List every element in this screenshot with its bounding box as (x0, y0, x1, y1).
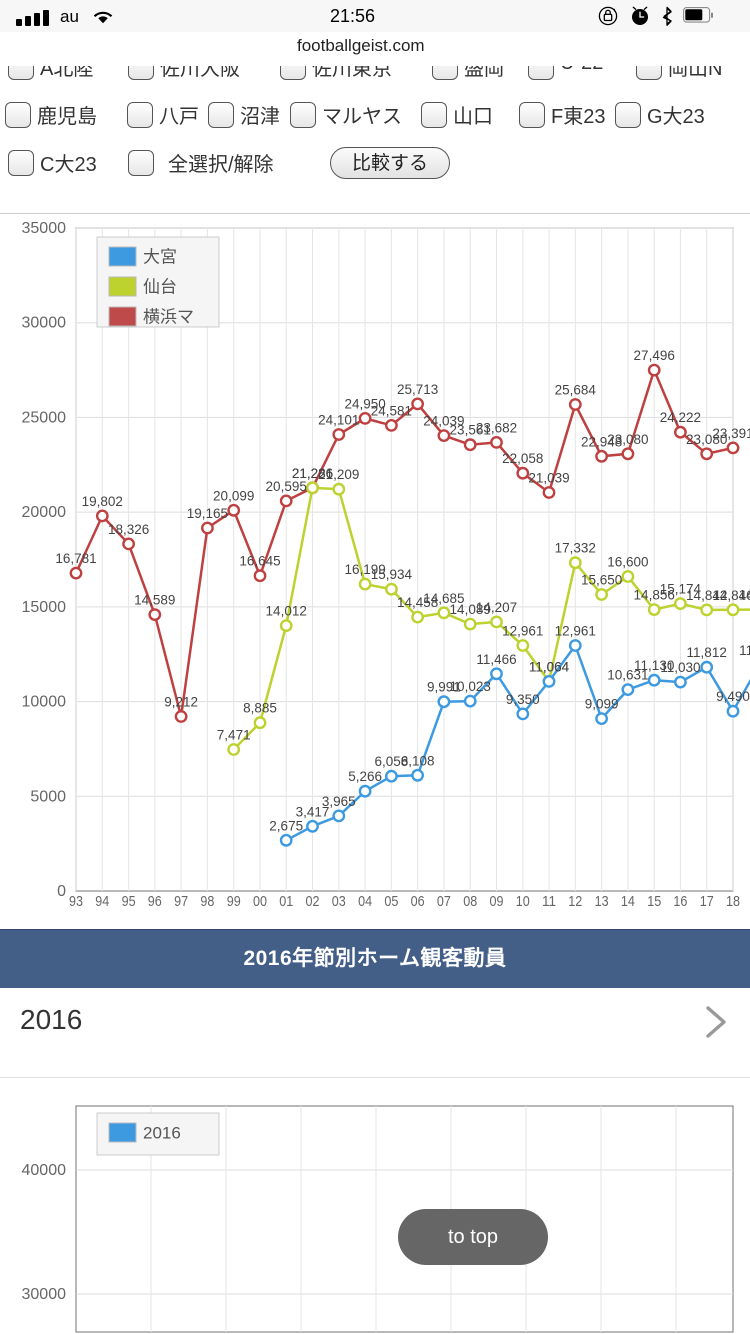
svg-text:10000: 10000 (22, 694, 67, 711)
svg-text:12,961: 12,961 (555, 624, 596, 639)
svg-text:15,650: 15,650 (581, 573, 622, 588)
svg-text:19,802: 19,802 (82, 494, 123, 509)
svg-text:11,925: 11,925 (739, 643, 750, 658)
svg-text:6,108: 6,108 (401, 753, 435, 768)
svg-text:11: 11 (542, 893, 556, 910)
svg-text:10,023: 10,023 (450, 679, 491, 694)
svg-text:27,496: 27,496 (634, 348, 675, 363)
svg-text:18: 18 (726, 893, 740, 910)
svg-text:23,391: 23,391 (712, 426, 750, 441)
svg-text:30000: 30000 (22, 315, 67, 332)
svg-text:04: 04 (358, 893, 372, 910)
svg-text:21,039: 21,039 (528, 471, 569, 486)
svg-text:20,595: 20,595 (266, 479, 307, 494)
svg-text:13: 13 (595, 893, 609, 910)
svg-text:20,099: 20,099 (213, 488, 254, 503)
svg-text:25000: 25000 (22, 409, 67, 426)
svg-text:18,326: 18,326 (108, 522, 149, 537)
svg-text:14,207: 14,207 (476, 600, 517, 615)
svg-text:11,030: 11,030 (660, 660, 700, 675)
svg-text:96: 96 (148, 893, 162, 910)
svg-text:17,332: 17,332 (555, 541, 596, 556)
svg-text:98: 98 (200, 893, 214, 910)
svg-text:25,713: 25,713 (397, 382, 438, 397)
svg-text:09: 09 (490, 893, 504, 910)
svg-text:35000: 35000 (22, 220, 67, 237)
svg-text:大宮: 大宮 (143, 248, 177, 267)
svg-text:5,266: 5,266 (348, 769, 382, 784)
svg-text:15,934: 15,934 (371, 567, 413, 582)
svg-text:14: 14 (621, 893, 635, 910)
svg-text:8,885: 8,885 (243, 701, 277, 716)
svg-text:02: 02 (306, 893, 320, 910)
svg-text:25,684: 25,684 (555, 383, 597, 398)
svg-text:16: 16 (673, 893, 687, 910)
svg-text:11,812: 11,812 (687, 645, 727, 660)
svg-text:12,961: 12,961 (502, 624, 543, 639)
svg-text:05: 05 (384, 893, 398, 910)
svg-text:17: 17 (700, 893, 714, 910)
svg-text:12: 12 (568, 893, 582, 910)
svg-text:15000: 15000 (22, 599, 67, 616)
svg-text:14,012: 14,012 (266, 604, 307, 619)
svg-text:94: 94 (95, 893, 109, 910)
svg-text:95: 95 (122, 893, 136, 910)
svg-text:0: 0 (57, 883, 66, 900)
svg-text:00: 00 (253, 893, 267, 910)
svg-text:03: 03 (332, 893, 346, 910)
svg-text:22,058: 22,058 (502, 451, 543, 466)
svg-text:3,965: 3,965 (322, 794, 356, 809)
svg-text:11,064: 11,064 (529, 659, 570, 674)
svg-text:11,466: 11,466 (476, 652, 516, 667)
svg-text:9,490: 9,490 (716, 689, 750, 704)
svg-text:06: 06 (411, 893, 425, 910)
svg-text:01: 01 (279, 893, 293, 910)
svg-text:07: 07 (437, 893, 451, 910)
svg-text:9,099: 9,099 (585, 697, 619, 712)
svg-text:横浜マ: 横浜マ (143, 308, 194, 327)
svg-text:16,781: 16,781 (55, 551, 96, 566)
svg-text:24,581: 24,581 (371, 403, 412, 418)
svg-text:21,209: 21,209 (318, 467, 359, 482)
svg-text:14,862: 14,862 (739, 588, 750, 603)
svg-text:16,645: 16,645 (239, 554, 280, 569)
svg-text:19,165: 19,165 (187, 506, 228, 521)
svg-text:08: 08 (463, 893, 477, 910)
svg-text:93: 93 (69, 893, 83, 910)
svg-text:20000: 20000 (22, 504, 67, 521)
svg-text:40000: 40000 (22, 1162, 67, 1179)
svg-text:23,682: 23,682 (476, 420, 517, 435)
svg-text:9,212: 9,212 (164, 695, 198, 710)
svg-text:24,101: 24,101 (318, 413, 359, 428)
svg-text:9,350: 9,350 (506, 692, 540, 707)
svg-text:14,589: 14,589 (134, 593, 175, 608)
svg-text:23,080: 23,080 (607, 432, 648, 447)
svg-text:97: 97 (174, 893, 188, 910)
svg-text:7,471: 7,471 (217, 728, 251, 743)
svg-text:仙台: 仙台 (143, 278, 177, 297)
svg-text:15: 15 (647, 893, 661, 910)
svg-text:5000: 5000 (30, 788, 66, 805)
svg-text:30000: 30000 (22, 1286, 67, 1303)
svg-text:16,600: 16,600 (607, 555, 648, 570)
svg-text:2,675: 2,675 (269, 818, 303, 833)
svg-text:99: 99 (227, 893, 241, 910)
svg-text:2016: 2016 (143, 1124, 181, 1143)
svg-text:24,222: 24,222 (660, 410, 701, 425)
svg-text:10: 10 (516, 893, 530, 910)
